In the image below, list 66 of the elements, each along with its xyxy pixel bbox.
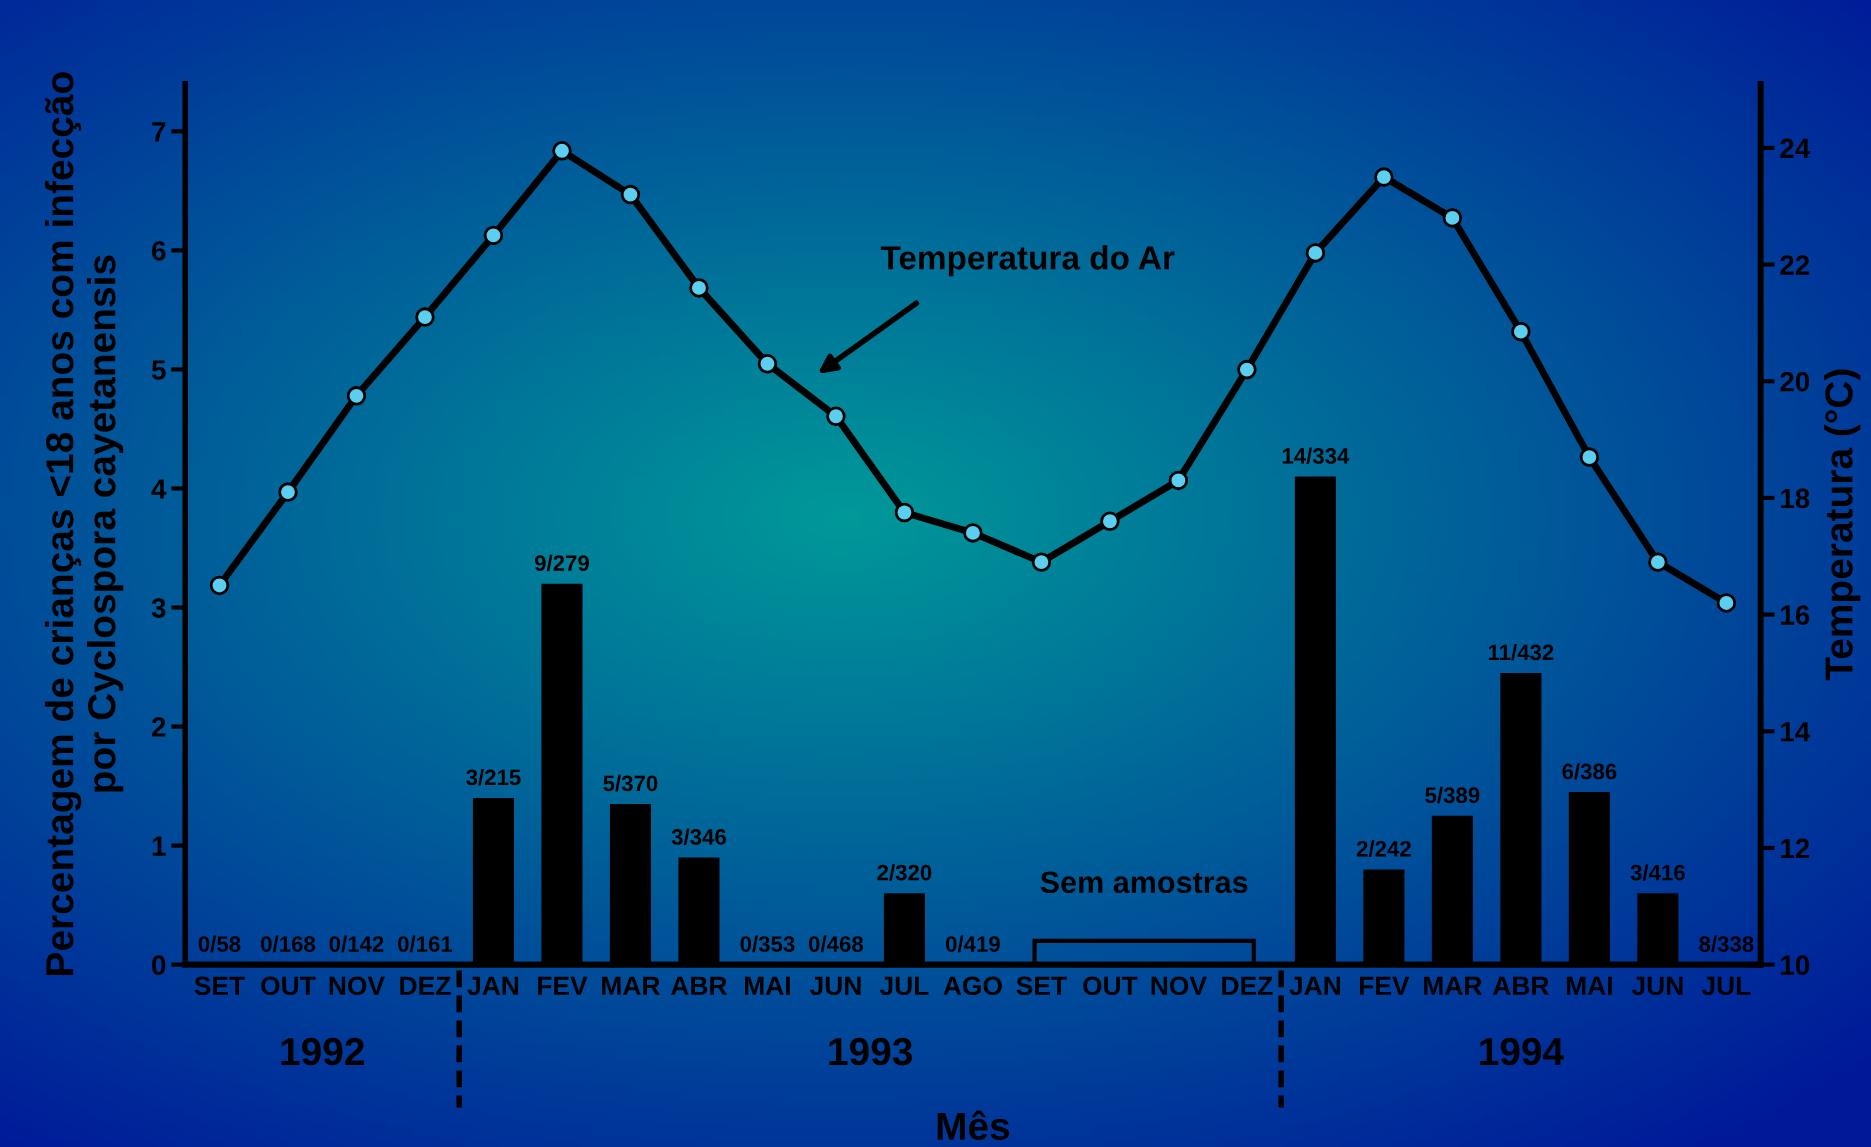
x-tick-label: DEZ [400,976,451,995]
y2-tick-label: 16 [1781,605,1810,625]
x-tick-label: DEZ [1222,976,1273,995]
data-label: 0/168 [261,935,316,953]
x-tick-label: JUL [1701,976,1751,996]
x-axis-title: Mês [937,1110,1010,1141]
x-tick-label: MAI [745,976,790,995]
x-tick-label: NOV [1151,976,1207,996]
data-label: 5/370 [603,774,658,792]
data-label: 3/346 [671,828,726,845]
data-label: 0/419 [946,935,1000,953]
text: 1992 [281,1037,364,1066]
data-label: 9/279 [534,554,589,572]
data-label: 5/389 [1425,786,1480,804]
data-label: 0/161 [398,935,453,953]
text: 1994 [1480,1037,1564,1066]
text: 1993 [829,1037,913,1066]
y-tick-label: 6 [152,241,166,261]
y2-tick-label: 20 [1780,371,1810,392]
y-tick-label: 5 [151,360,166,380]
text: Temperatura do Ar [880,245,1175,277]
y-tick-label: 0 [152,955,166,975]
y2-tick-label: 12 [1781,838,1810,859]
x-tick-label: FEV [538,976,588,995]
x-tick-label: OUT [1083,976,1138,996]
data-label: 0/142 [329,935,384,953]
data-label: 6/386 [1562,762,1617,780]
x-tick-label: NOV [329,976,385,996]
y-tick-label: 1 [152,836,166,856]
x-tick-label: JAN [1289,976,1341,996]
data-label: 0/468 [809,935,864,953]
x-tick-label: JAN [467,976,519,996]
y2-tick-label: 18 [1781,488,1810,509]
x-tick-label: JUN [1631,976,1683,996]
x-tick-label: OUT [261,976,316,996]
data-label: 11/432 [1488,643,1554,661]
x-tick-label: FEV [1359,976,1410,995]
data-label: 3/215 [466,768,521,786]
x-tick-label: JUN [809,976,861,996]
x-tick-label: MAR [1424,976,1482,995]
y2-tick-label: 22 [1780,255,1810,275]
data-label: 0/58 [198,935,241,953]
y2-axis-title: Temperatura (°C) [1824,369,1861,681]
x-tick-label: SET [1016,976,1067,996]
data-label: 0/353 [740,935,795,953]
x-tick-label: ABR [1492,976,1549,995]
x-tick-label: MAI [1566,976,1612,995]
y-tick-label: 3 [151,598,166,618]
x-tick-label: JUL [879,976,929,996]
x-tick-label: ABR [671,976,727,995]
data-label: 2/242 [1356,840,1411,857]
y2-tick-label: 10 [1781,955,1810,975]
y-tick-label: 4 [151,479,167,499]
x-tick-label: AGO [943,976,1002,996]
y-tick-label: 2 [152,717,166,737]
x-tick-label: MAR [602,976,660,995]
y-axis-title: Percentagem de crianças <18 anos com infecção por Cyclospora cayetanensis [44,72,124,975]
data-label: 14/334 [1282,447,1350,465]
text: 8/338 [1699,935,1754,953]
y2-tick-label: 24 [1780,138,1811,158]
y2-tick-label: 14 [1781,722,1811,742]
annotation: Sem amostras [1040,871,1248,894]
x-tick-label: SET [194,976,245,996]
data-label: 2/320 [877,864,932,881]
data-label: 3/416 [1630,864,1685,881]
y-tick-label: 7 [152,122,166,142]
